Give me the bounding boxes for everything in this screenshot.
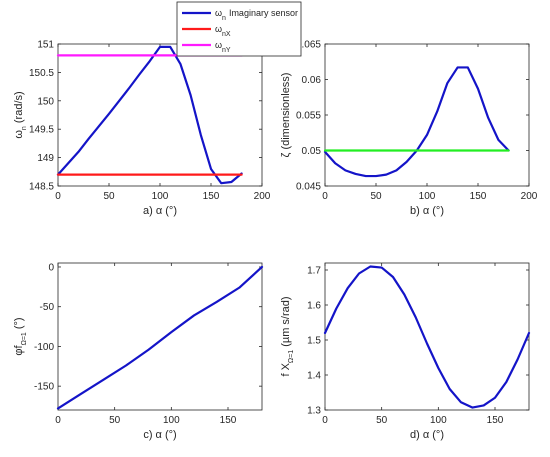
- y-tick-label: 148.5: [29, 182, 54, 193]
- chart-d: 0 50 100 150 1.3 1.4 1.5 1.6 1.7 d) α (°) f XΩ=1 (…: [280, 262, 531, 441]
- y-tick-label: 0: [48, 262, 54, 273]
- y-tick-label: 0.05: [302, 146, 322, 157]
- legend-label: ωnX: [215, 24, 231, 38]
- x-axis-label: c) α (°): [143, 429, 176, 441]
- y-axis-label: ωn (rad/s): [13, 91, 28, 138]
- x-tick-label: 0: [55, 415, 61, 426]
- y-tick-label: 149.5: [29, 125, 54, 136]
- y-tick-label: 150.5: [29, 68, 54, 79]
- plot-frame: [57, 262, 263, 411]
- chart-c: 0 50 100 150 -150 -100 -50 0 c) α (°) φfΩ=1 (°): [13, 262, 264, 441]
- y-tick-label: 1.7: [307, 266, 321, 277]
- y-axis-label: f XΩ=1 (µm s/rad): [280, 296, 295, 376]
- x-tick-label: 150: [203, 191, 220, 202]
- x-tick-label: 200: [521, 191, 538, 202]
- x-tick-label: 50: [109, 415, 121, 426]
- series-line: [323, 265, 531, 409]
- y-tick-label: 1.4: [307, 371, 321, 382]
- x-tick-label: 150: [220, 415, 237, 426]
- plot-frame: [324, 43, 530, 187]
- y-tick-label: 0.06: [302, 75, 322, 86]
- series-line: [56, 45, 243, 185]
- y-tick-label: 1.5: [307, 336, 321, 347]
- legend-label: ωn Imaginary sensor: [215, 8, 298, 22]
- y-tick-label: -100: [34, 342, 54, 353]
- plot-frame: [57, 43, 263, 187]
- y-tick-label: 0.065: [296, 40, 321, 51]
- chart-a: 0 50 100 150 200 148.5 149 149.5 150 150.5 151 a) α…: [13, 40, 271, 218]
- x-tick-label: 0: [322, 415, 328, 426]
- legend: ωn Imaginary sensor ωnX ωnY: [176, 1, 302, 57]
- x-tick-label: 100: [430, 415, 447, 426]
- x-axis-label: d) α (°): [410, 429, 444, 441]
- x-tick-label: 150: [470, 191, 487, 202]
- y-tick-label: 149: [37, 153, 54, 164]
- y-tick-label: -50: [40, 302, 55, 313]
- y-axis-label: ζ (dimensionless): [280, 73, 292, 158]
- legend-label: ωnY: [215, 40, 231, 54]
- y-tick-label: 0.055: [296, 111, 321, 122]
- x-tick-label: 0: [55, 191, 61, 202]
- y-tick-label: 0.045: [296, 182, 321, 193]
- y-tick-label: 1.6: [307, 301, 321, 312]
- x-tick-label: 100: [152, 191, 169, 202]
- x-tick-label: 100: [419, 191, 436, 202]
- x-tick-label: 50: [376, 415, 388, 426]
- y-tick-label: -150: [34, 382, 54, 393]
- series-line: [56, 265, 264, 410]
- x-tick-label: 0: [322, 191, 328, 202]
- y-tick-label: 150: [37, 96, 54, 107]
- series-line: [323, 66, 510, 178]
- plot-frame: [324, 262, 530, 411]
- x-axis-label: b) α (°): [410, 205, 444, 217]
- x-tick-label: 50: [103, 191, 115, 202]
- x-tick-label: 200: [254, 191, 271, 202]
- x-tick-label: 100: [163, 415, 180, 426]
- y-tick-label: 1.3: [307, 406, 321, 417]
- y-axis-label: φfΩ=1 (°): [13, 317, 28, 355]
- y-tick-label: 151: [37, 40, 54, 51]
- x-tick-label: 50: [370, 191, 382, 202]
- x-axis-label: a) α (°): [143, 205, 177, 217]
- chart-b: 0 50 100 150 200 0.045 0.05 0.055 0.06 0.065 b) α …: [280, 40, 538, 218]
- x-tick-label: 150: [487, 415, 504, 426]
